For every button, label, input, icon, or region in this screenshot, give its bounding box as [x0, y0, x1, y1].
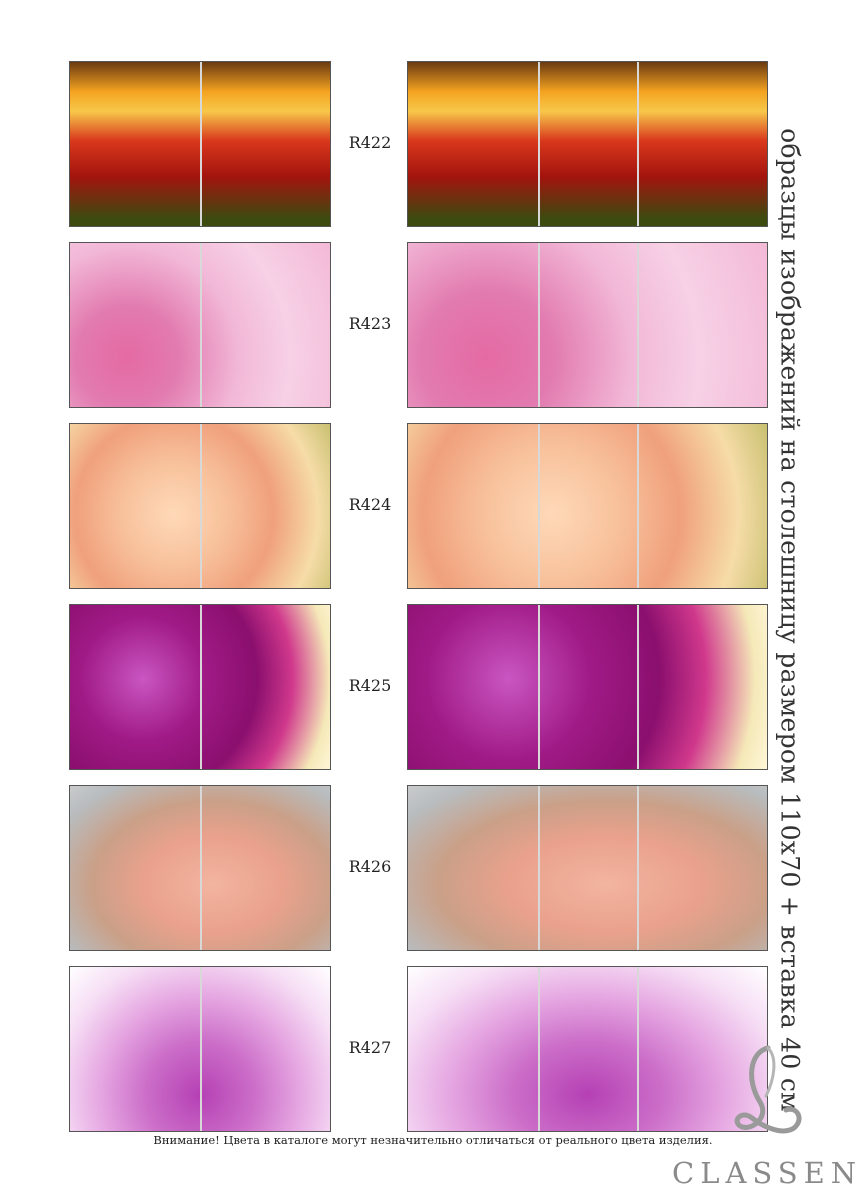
panel-divider	[538, 786, 540, 950]
panel-divider	[538, 967, 540, 1131]
sample-image-2-part	[69, 785, 331, 951]
panel-divider	[538, 62, 540, 226]
sample-image-2-part	[69, 61, 331, 227]
sample-image-3-part	[407, 242, 768, 408]
sample-code: R424	[348, 495, 392, 514]
panel-divider	[200, 605, 202, 769]
sample-image-2-part	[69, 242, 331, 408]
panel-divider	[200, 62, 202, 226]
panel-divider	[200, 243, 202, 407]
sample-code: R426	[348, 857, 392, 876]
panel-divider	[637, 424, 639, 588]
panel-divider	[637, 786, 639, 950]
page-title: образцы изображений на столешницу размер…	[775, 128, 805, 1112]
sample-code: R422	[348, 133, 392, 152]
sample-image-2-part	[69, 423, 331, 589]
sample-image-2-part	[69, 966, 331, 1132]
panel-divider	[637, 62, 639, 226]
panel-divider	[637, 967, 639, 1131]
sample-code: R423	[348, 314, 392, 333]
panel-divider	[200, 424, 202, 588]
panel-divider	[538, 605, 540, 769]
panel-divider	[200, 786, 202, 950]
sample-image-2-part	[69, 604, 331, 770]
sample-image-3-part	[407, 61, 768, 227]
brand-logo: CLASSEN	[672, 1156, 863, 1190]
panel-divider	[637, 605, 639, 769]
sample-code: R427	[348, 1038, 392, 1057]
panel-divider	[637, 243, 639, 407]
sample-image-3-part	[407, 423, 768, 589]
sample-code: R425	[348, 676, 392, 695]
sample-image-3-part	[407, 785, 768, 951]
panel-divider	[200, 967, 202, 1131]
color-notice: Внимание! Цвета в каталоге могут незначи…	[153, 1133, 713, 1147]
classen-logo-icon	[734, 1045, 802, 1134]
panel-divider	[538, 424, 540, 588]
sample-image-3-part	[407, 966, 768, 1132]
panel-divider	[538, 243, 540, 407]
sample-image-3-part	[407, 604, 768, 770]
